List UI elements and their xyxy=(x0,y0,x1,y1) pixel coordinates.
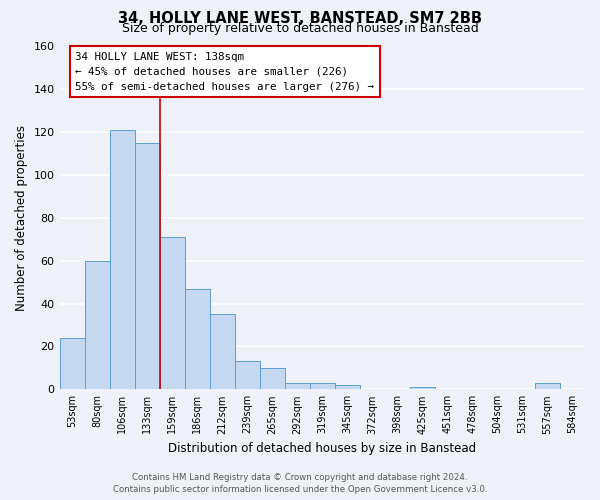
Bar xyxy=(260,368,285,390)
Bar xyxy=(410,387,435,390)
Bar xyxy=(185,288,209,390)
Bar xyxy=(209,314,235,390)
Bar xyxy=(160,237,185,390)
Bar xyxy=(134,143,160,390)
Bar xyxy=(535,383,560,390)
Bar xyxy=(310,383,335,390)
Bar xyxy=(235,362,260,390)
Bar xyxy=(85,261,110,390)
Y-axis label: Number of detached properties: Number of detached properties xyxy=(15,125,28,311)
X-axis label: Distribution of detached houses by size in Banstead: Distribution of detached houses by size … xyxy=(168,442,476,455)
Bar xyxy=(59,338,85,390)
Text: 34 HOLLY LANE WEST: 138sqm
← 45% of detached houses are smaller (226)
55% of sem: 34 HOLLY LANE WEST: 138sqm ← 45% of deta… xyxy=(76,52,374,92)
Bar xyxy=(285,383,310,390)
Text: Size of property relative to detached houses in Banstead: Size of property relative to detached ho… xyxy=(122,22,478,35)
Text: Contains HM Land Registry data © Crown copyright and database right 2024.
Contai: Contains HM Land Registry data © Crown c… xyxy=(113,472,487,494)
Bar xyxy=(110,130,134,390)
Text: 34, HOLLY LANE WEST, BANSTEAD, SM7 2BB: 34, HOLLY LANE WEST, BANSTEAD, SM7 2BB xyxy=(118,11,482,26)
Bar xyxy=(335,385,360,390)
